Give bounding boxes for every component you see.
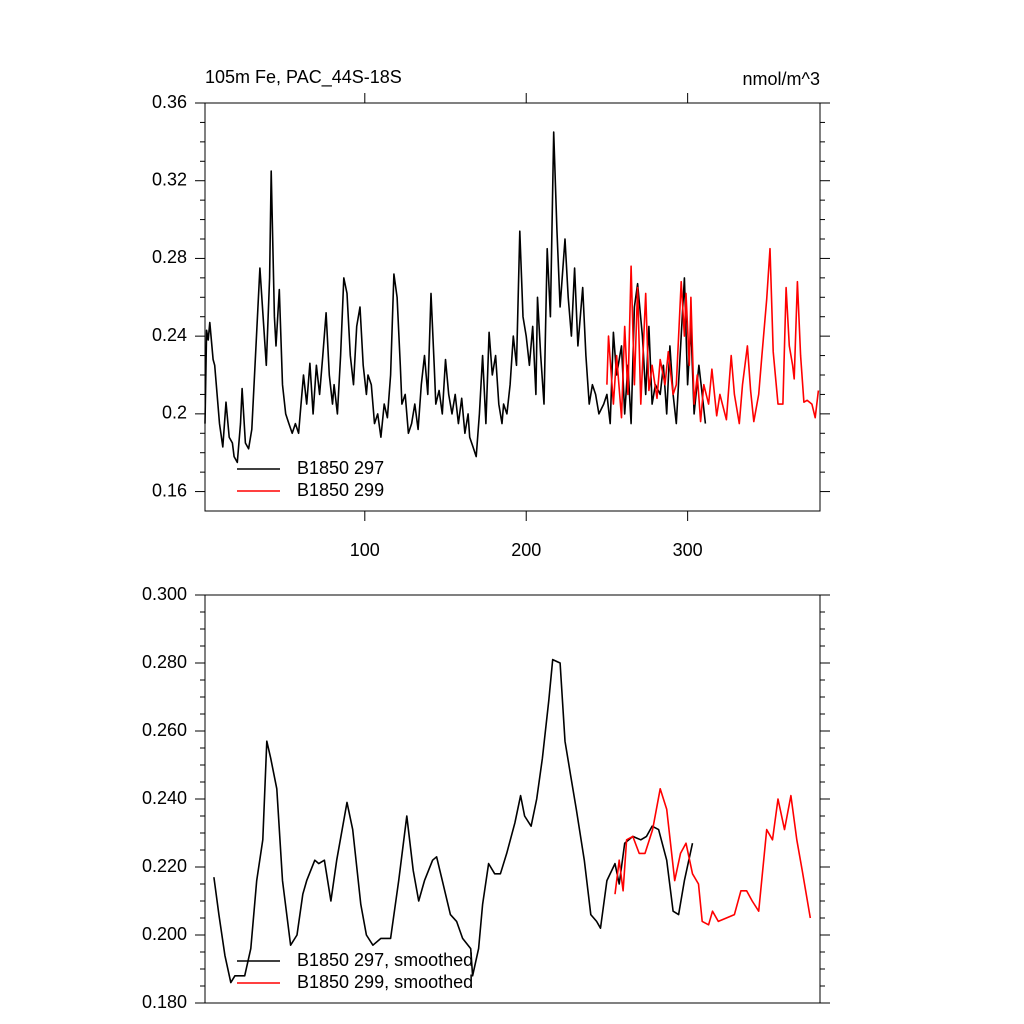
y-tick-label: 0.180 — [142, 992, 187, 1012]
series-line — [204, 131, 707, 464]
y-tick-label: 0.240 — [142, 788, 187, 808]
y-tick-label: 0.24 — [152, 325, 187, 345]
legend-label: B1850 297, smoothed — [297, 950, 473, 970]
x-tick-label: 100 — [350, 540, 380, 560]
y-tick-label: 0.280 — [142, 652, 187, 672]
x-tick-label: 300 — [673, 540, 703, 560]
y-tick-label: 0.220 — [142, 856, 187, 876]
series-line — [614, 788, 812, 926]
y-tick-label: 0.36 — [152, 92, 187, 112]
x-tick-label: 200 — [511, 540, 541, 560]
plot-frame — [204, 102, 821, 512]
series-line — [606, 247, 820, 425]
y-tick-label: 0.16 — [152, 480, 187, 500]
y-tick-label: 0.300 — [142, 584, 187, 604]
y-tick-label: 0.260 — [142, 720, 187, 740]
legend-label: B1850 297 — [297, 458, 384, 478]
series-line — [213, 658, 694, 984]
legend-label: B1850 299, smoothed — [297, 972, 473, 992]
y-tick-label: 0.2 — [162, 403, 187, 423]
plot-frame — [204, 594, 821, 1004]
chart-title: 105m Fe, PAC_44S-18S — [205, 67, 402, 88]
units-label: nmol/m^3 — [743, 69, 820, 89]
y-tick-label: 0.32 — [152, 169, 187, 189]
y-tick-label: 0.200 — [142, 924, 187, 944]
y-tick-label: 0.28 — [152, 247, 187, 267]
legend-label: B1850 299 — [297, 480, 384, 500]
